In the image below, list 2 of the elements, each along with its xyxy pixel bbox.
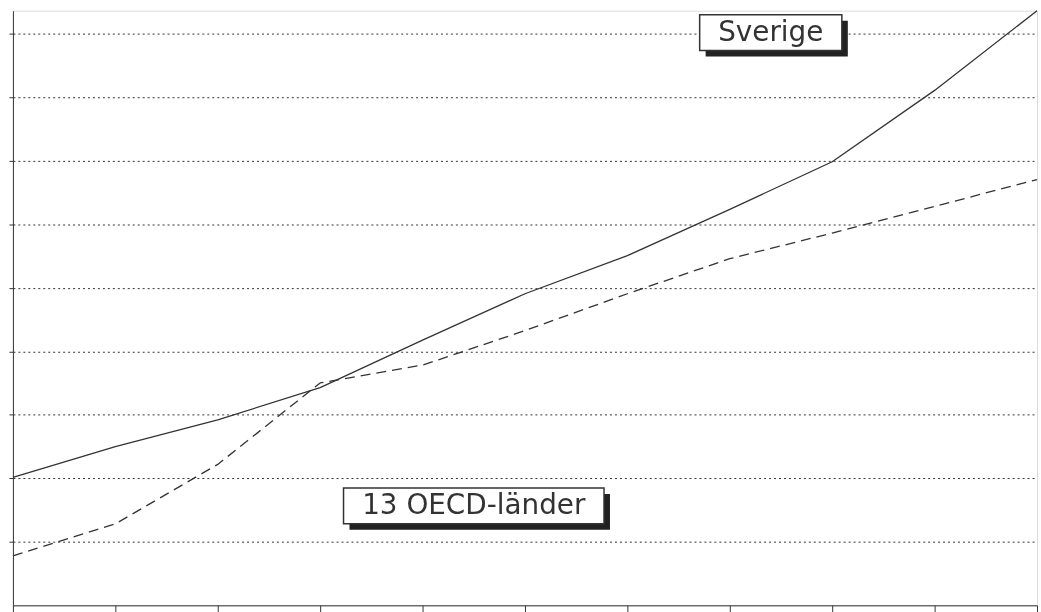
text: 13 OECD-länder <box>362 487 586 521</box>
text: Sverige <box>718 14 824 48</box>
